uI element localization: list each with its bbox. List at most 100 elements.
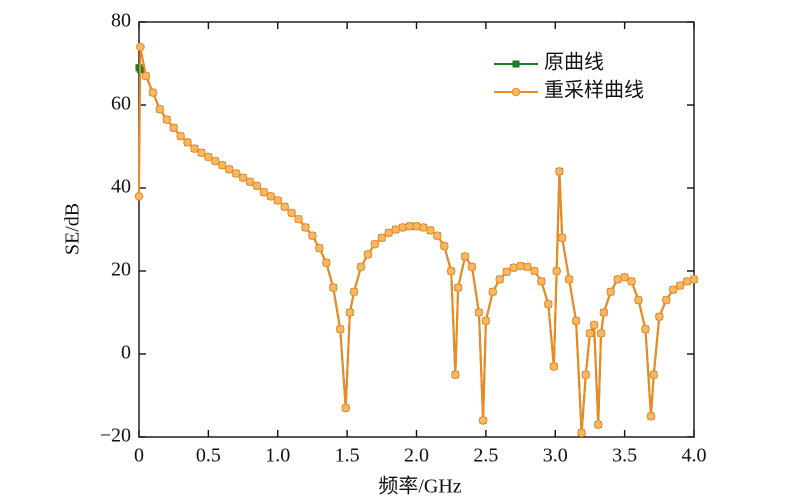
series-line: [138, 67, 695, 433]
marker: [252, 181, 262, 191]
marker: [627, 277, 636, 286]
x-tick-label: 1.0: [265, 445, 290, 467]
marker: [136, 42, 145, 52]
marker: [516, 261, 525, 271]
y-tick-label: 80: [111, 10, 131, 32]
marker: [363, 250, 373, 259]
marker: [649, 370, 659, 380]
marker: [224, 165, 234, 174]
marker: [384, 228, 394, 238]
marker: [599, 308, 609, 317]
marker: [646, 411, 656, 421]
marker: [391, 225, 400, 234]
marker: [661, 295, 671, 305]
marker: [301, 223, 310, 232]
marker: [266, 192, 276, 201]
marker: [345, 308, 355, 317]
marker: [682, 277, 692, 286]
x-axis-label: 频率/GHz: [378, 475, 461, 498]
marker: [589, 320, 599, 330]
marker: [328, 283, 338, 292]
marker: [523, 262, 532, 272]
y-tick-label: 60: [111, 93, 131, 115]
marker: [606, 287, 616, 297]
marker: [544, 299, 553, 309]
marker: [426, 226, 435, 235]
marker: [596, 328, 606, 338]
marker: [467, 262, 477, 272]
x-tick-label: 1.5: [335, 445, 360, 467]
marker: [356, 262, 366, 272]
marker: [294, 214, 303, 224]
marker: [641, 324, 650, 334]
marker: [141, 71, 151, 81]
series-line: [138, 46, 695, 433]
marker: [571, 316, 581, 326]
marker: [155, 104, 165, 114]
marker: [308, 231, 317, 241]
marker: [204, 152, 213, 162]
marker: [231, 169, 241, 178]
marker: [439, 241, 449, 251]
marker: [474, 308, 484, 317]
marker: [577, 428, 586, 438]
y-tick-label: 0: [121, 342, 131, 364]
marker: [675, 281, 685, 290]
marker: [349, 287, 359, 297]
marker: [585, 328, 595, 338]
marker: [509, 263, 518, 272]
marker: [169, 123, 178, 133]
marker: [335, 324, 345, 334]
marker: [176, 131, 185, 141]
marker: [134, 192, 144, 201]
x-tick-label: 2.0: [404, 445, 429, 467]
marker: [689, 275, 699, 284]
marker: [502, 267, 511, 277]
marker: [398, 223, 407, 232]
legend-marker: [512, 60, 520, 68]
marker: [620, 272, 629, 282]
marker: [238, 173, 248, 182]
legend-marker: [511, 87, 521, 97]
marker: [564, 275, 574, 284]
marker: [488, 287, 498, 297]
marker: [341, 403, 351, 413]
marker: [322, 258, 331, 268]
marker: [217, 160, 227, 170]
marker: [478, 416, 488, 425]
marker: [197, 148, 206, 158]
marker: [549, 362, 559, 371]
marker: [593, 420, 603, 429]
x-tick-label: 0: [134, 445, 144, 467]
marker: [259, 187, 269, 197]
x-tick-label: 3.5: [612, 445, 637, 467]
marker: [451, 370, 460, 380]
marker: [287, 208, 296, 218]
marker: [433, 231, 442, 241]
marker: [495, 275, 505, 284]
marker: [280, 202, 289, 211]
marker: [581, 370, 591, 380]
marker: [537, 277, 546, 286]
x-tick-label: 2.5: [473, 445, 498, 467]
marker: [412, 221, 421, 231]
x-tick-label: 0.5: [196, 445, 221, 467]
marker: [183, 138, 192, 147]
marker: [530, 266, 539, 276]
marker: [273, 196, 283, 205]
marker: [460, 252, 470, 261]
marker: [148, 88, 158, 97]
marker: [655, 312, 664, 321]
y-tick-label: 20: [111, 259, 131, 281]
marker: [446, 266, 456, 276]
marker: [668, 285, 678, 294]
y-tick-label: 40: [111, 176, 131, 198]
marker: [315, 243, 324, 253]
marker: [613, 275, 622, 284]
marker: [370, 239, 380, 249]
marker: [557, 233, 567, 243]
y-tick-label: −20: [100, 425, 131, 447]
marker: [190, 144, 199, 153]
marker: [481, 316, 491, 326]
